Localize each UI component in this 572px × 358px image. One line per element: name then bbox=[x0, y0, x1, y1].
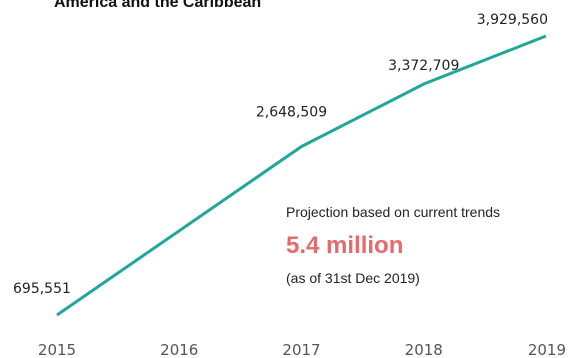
data-label: 3,372,709 bbox=[388, 58, 459, 74]
data-label: 2,648,509 bbox=[256, 105, 327, 121]
projection-text: Projection based on current trends bbox=[286, 204, 500, 220]
x-tick-label: 2017 bbox=[282, 341, 320, 358]
projection-date: (as of 31st Dec 2019) bbox=[286, 270, 500, 286]
projection-annotation: Projection based on current trends 5.4 m… bbox=[286, 204, 500, 286]
data-label: 3,929,560 bbox=[477, 12, 548, 28]
data-label: 695,551 bbox=[13, 281, 71, 297]
x-tick-label: 2016 bbox=[160, 341, 198, 358]
x-tick-label: 2015 bbox=[38, 341, 76, 358]
projection-value: 5.4 million bbox=[286, 232, 500, 260]
x-tick-label: 2018 bbox=[405, 341, 443, 358]
x-tick-label: 2019 bbox=[528, 341, 566, 358]
